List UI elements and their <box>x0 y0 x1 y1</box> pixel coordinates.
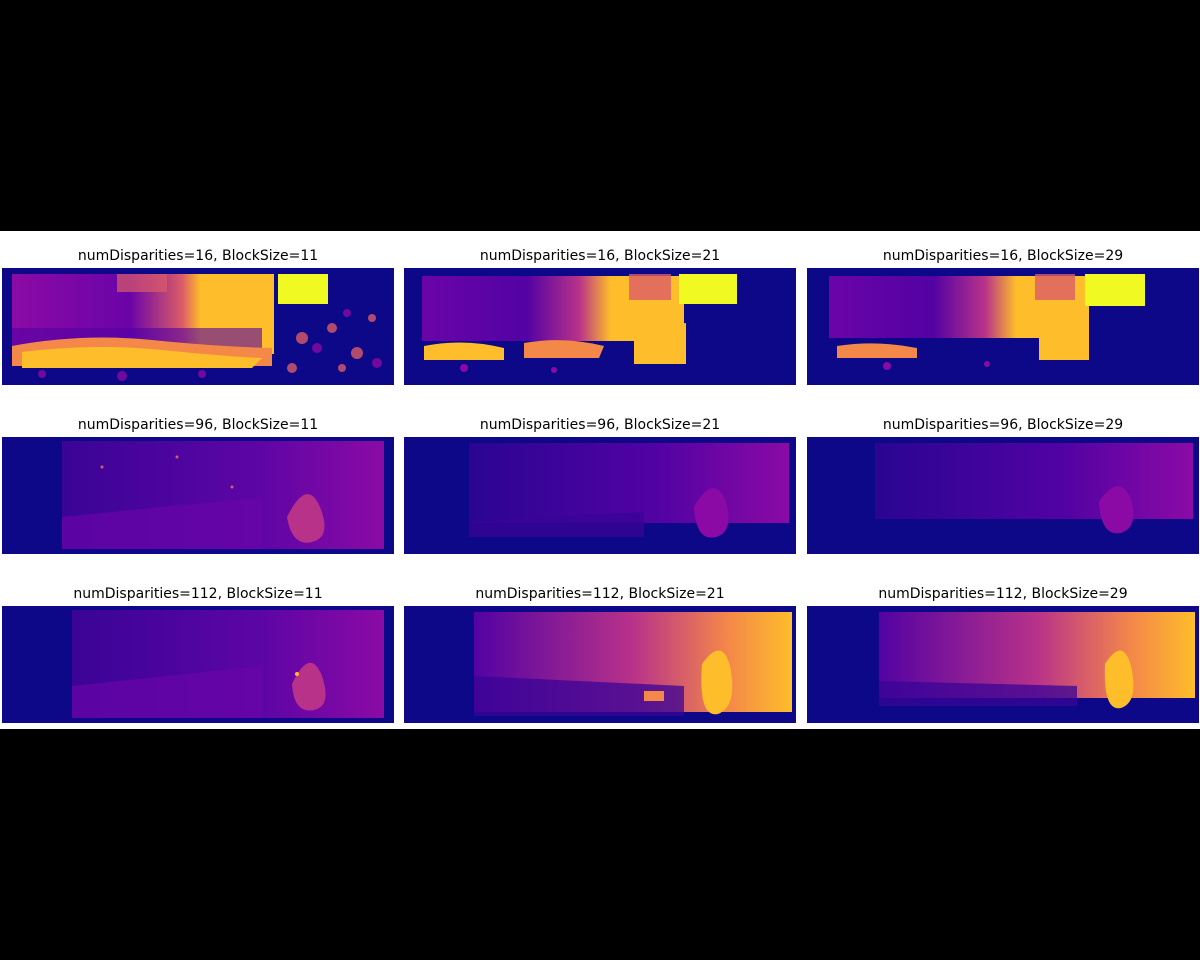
disparity-map-nd96-bs29 <box>807 437 1199 554</box>
disparity-map-nd112-bs29 <box>807 606 1199 723</box>
panel-title: numDisparities=16, BlockSize=29 <box>882 248 1124 264</box>
disparity-map-nd16-bs21 <box>404 268 796 385</box>
panel-title: numDisparities=16, BlockSize=11 <box>77 248 319 264</box>
panel-nd96-bs11: numDisparities=96, BlockSize=11 <box>2 413 394 554</box>
panel-nd96-bs29: numDisparities=96, BlockSize=29 <box>807 413 1199 554</box>
panel-nd16-bs11: numDisparities=16, BlockSize=11 <box>2 244 394 385</box>
disparity-map-nd112-bs11 <box>2 606 394 723</box>
panel-title: numDisparities=96, BlockSize=21 <box>479 417 721 433</box>
panel-nd112-bs21: numDisparities=112, BlockSize=21 <box>404 582 796 723</box>
panel-title: numDisparities=16, BlockSize=21 <box>479 248 721 264</box>
disparity-map-nd16-bs29 <box>807 268 1199 385</box>
disparity-map-nd16-bs11 <box>2 268 394 385</box>
panel-title: numDisparities=112, BlockSize=29 <box>878 586 1128 602</box>
panel-nd16-bs21: numDisparities=16, BlockSize=21 <box>404 244 796 385</box>
disparity-map-nd112-bs21 <box>404 606 796 723</box>
panel-title: numDisparities=112, BlockSize=21 <box>475 586 725 602</box>
panel-title: numDisparities=96, BlockSize=29 <box>882 417 1124 433</box>
panel-nd112-bs29: numDisparities=112, BlockSize=29 <box>807 582 1199 723</box>
panel-nd96-bs21: numDisparities=96, BlockSize=21 <box>404 413 796 554</box>
disparity-figure: numDisparities=16, BlockSize=11 <box>0 231 1200 729</box>
panel-nd16-bs29: numDisparities=16, BlockSize=29 <box>807 244 1199 385</box>
disparity-map-nd96-bs21 <box>404 437 796 554</box>
panel-title: numDisparities=112, BlockSize=11 <box>73 586 323 602</box>
panel-nd112-bs11: numDisparities=112, BlockSize=11 <box>2 582 394 723</box>
panel-title: numDisparities=96, BlockSize=11 <box>77 417 319 433</box>
disparity-map-nd96-bs11 <box>2 437 394 554</box>
